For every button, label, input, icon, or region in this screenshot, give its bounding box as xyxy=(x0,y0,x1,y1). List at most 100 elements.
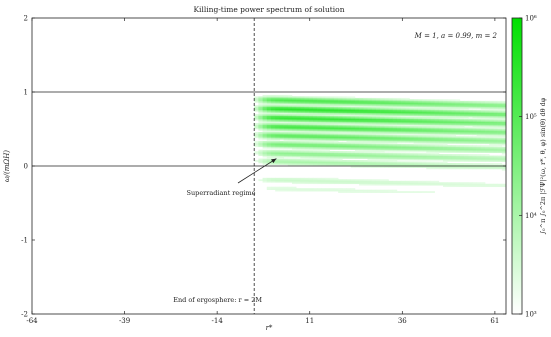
heatmap-cell xyxy=(321,140,326,143)
heatmap-cell xyxy=(388,152,393,155)
heatmap-cell xyxy=(300,109,305,112)
heatmap-cell xyxy=(396,149,402,152)
heatmap-cell xyxy=(430,106,435,109)
heatmap-cell xyxy=(451,129,456,131)
heatmap-cell xyxy=(371,126,377,128)
heatmap-cell xyxy=(468,145,473,148)
heatmap-cell xyxy=(300,108,305,111)
heatmap-cell xyxy=(493,164,498,167)
heatmap-cell xyxy=(451,158,456,161)
heatmap-cell xyxy=(401,126,406,128)
heatmap-cell xyxy=(480,185,486,188)
heatmap-cell xyxy=(451,127,456,130)
heatmap-cell xyxy=(270,180,276,183)
heatmap-cell xyxy=(342,188,347,190)
heatmap-cell xyxy=(375,191,381,193)
heatmap-cell xyxy=(401,105,406,108)
heatmap-cell xyxy=(413,161,419,164)
heatmap-cell xyxy=(312,180,318,183)
heatmap-cell xyxy=(476,127,482,130)
heatmap-cell xyxy=(338,179,343,182)
heatmap-cell xyxy=(279,120,284,122)
heatmap-cell xyxy=(354,160,360,162)
heatmap-cell xyxy=(258,121,263,124)
heatmap-cell xyxy=(480,124,486,127)
heatmap-cell xyxy=(266,142,272,145)
heatmap-cell xyxy=(266,111,272,114)
heatmap-cell xyxy=(480,163,486,165)
heatmap-cell xyxy=(396,145,402,148)
heatmap-cell xyxy=(308,97,314,100)
heatmap-cell xyxy=(422,137,427,140)
heatmap-cell xyxy=(258,100,263,103)
heatmap-cell xyxy=(422,146,427,149)
heatmap-cell xyxy=(485,139,490,142)
heatmap-cell xyxy=(371,127,377,130)
heatmap-cell xyxy=(380,191,385,193)
heatmap-cell xyxy=(405,154,410,156)
heatmap-cell xyxy=(325,124,331,127)
heatmap-cell xyxy=(321,151,326,153)
heatmap-cell xyxy=(308,127,314,130)
heatmap-cell xyxy=(464,129,469,131)
heatmap-cell xyxy=(275,124,280,127)
heatmap-cell xyxy=(359,103,364,106)
heatmap-cell xyxy=(451,118,456,121)
heatmap-cell xyxy=(363,124,368,127)
heatmap-cell xyxy=(312,158,318,161)
heatmap-cell xyxy=(266,151,272,153)
heatmap-cell xyxy=(417,100,423,103)
heatmap-cell xyxy=(447,111,452,114)
heatmap-cell xyxy=(497,148,503,151)
heatmap-cell xyxy=(472,163,477,165)
heatmap-cell xyxy=(447,142,452,145)
heatmap-cell xyxy=(464,100,469,103)
heatmap-cell xyxy=(354,105,360,108)
heatmap-cell xyxy=(485,137,490,140)
heatmap-cell xyxy=(354,102,360,105)
heatmap-cell xyxy=(325,123,331,125)
heatmap-cell xyxy=(388,129,393,131)
heatmap-cell xyxy=(312,126,318,128)
heatmap-cell xyxy=(388,163,393,165)
heatmap-cell xyxy=(392,99,398,102)
heatmap-cell xyxy=(443,108,448,111)
heatmap-cell xyxy=(413,108,419,111)
heatmap-cell xyxy=(434,167,440,170)
heatmap-cell xyxy=(291,134,297,137)
heatmap-cell xyxy=(422,145,427,148)
heatmap-cell xyxy=(291,114,297,116)
heatmap-cell xyxy=(443,130,448,133)
heatmap-cell xyxy=(304,160,310,162)
heatmap-cell xyxy=(459,123,465,125)
heatmap-cell xyxy=(468,105,473,108)
heatmap-cell xyxy=(291,124,297,127)
heatmap-cell xyxy=(375,102,381,105)
heatmap-cell xyxy=(434,155,440,158)
heatmap-cell xyxy=(380,152,385,155)
heatmap-cell xyxy=(422,118,427,121)
heatmap-cell xyxy=(270,106,276,109)
heatmap-cell xyxy=(346,148,352,151)
heatmap-cell xyxy=(283,152,289,155)
heatmap-cell xyxy=(262,149,268,152)
heatmap-cell xyxy=(438,106,444,109)
heatmap-cell xyxy=(464,139,469,142)
heatmap-cell xyxy=(443,131,448,134)
heatmap-cell xyxy=(329,146,335,149)
heatmap-cell xyxy=(270,109,276,112)
heatmap-cell xyxy=(497,120,503,122)
heatmap-cell xyxy=(338,182,343,185)
heatmap-cell xyxy=(321,136,326,139)
heatmap-cell xyxy=(443,137,448,140)
heatmap-cell xyxy=(434,123,440,125)
heatmap-cell xyxy=(501,168,506,171)
heatmap-cell xyxy=(434,117,440,119)
heatmap-cell xyxy=(443,158,448,161)
heatmap-cell xyxy=(329,177,335,180)
heatmap-cell xyxy=(426,103,431,106)
heatmap-cell xyxy=(266,186,272,189)
heatmap-cell xyxy=(485,157,490,159)
heatmap-cell xyxy=(447,106,452,109)
heatmap-cell xyxy=(266,109,272,112)
